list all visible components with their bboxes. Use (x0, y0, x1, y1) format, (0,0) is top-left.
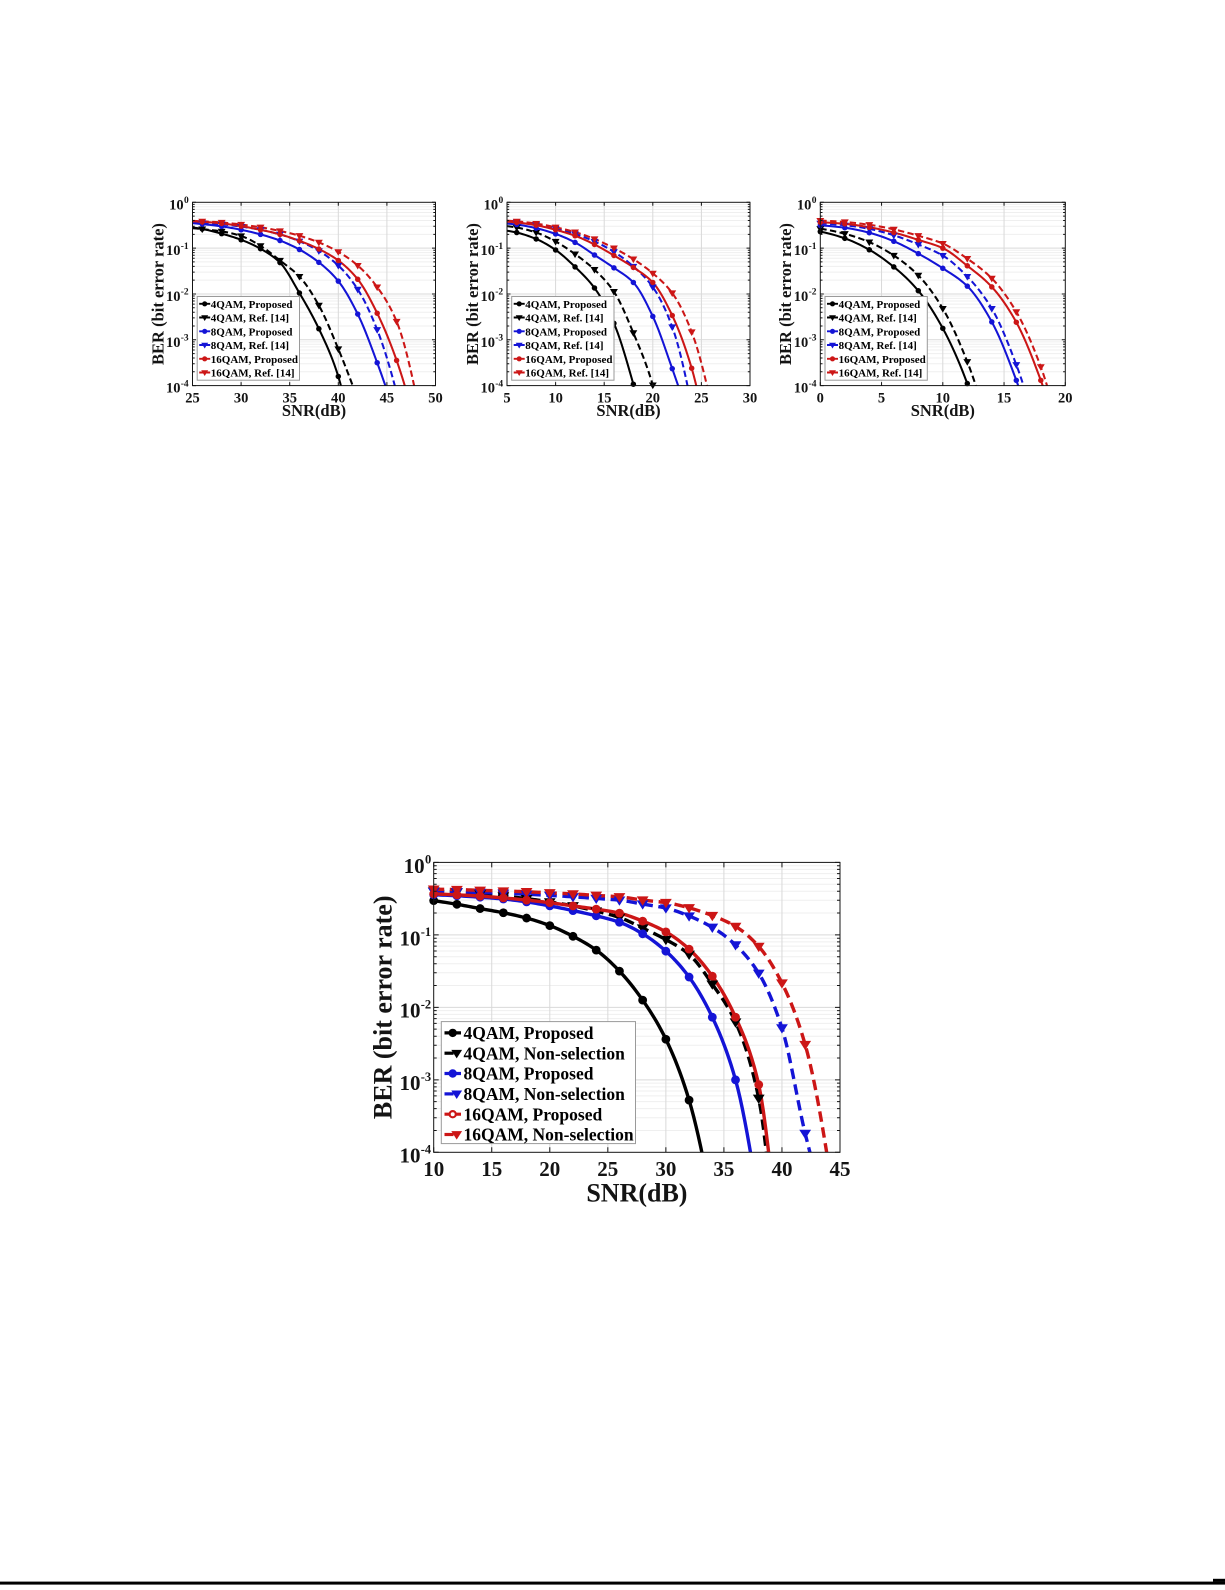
svg-text:8QAM, Non-selection: 8QAM, Non-selection (464, 1084, 626, 1104)
svg-text:16QAM, Non-selection: 16QAM, Non-selection (464, 1125, 634, 1145)
svg-text:0: 0 (184, 196, 189, 206)
svg-text:0: 0 (812, 196, 817, 206)
svg-text:35: 35 (282, 391, 297, 407)
svg-text:5: 5 (878, 391, 885, 407)
svg-text:30: 30 (234, 391, 249, 407)
svg-text:0: 0 (498, 196, 503, 206)
svg-text:25: 25 (694, 391, 709, 407)
svg-text:10: 10 (797, 197, 812, 213)
svg-text:10: 10 (484, 197, 499, 213)
svg-text:4QAM, Proposed: 4QAM, Proposed (839, 299, 921, 311)
svg-text:8QAM, Ref. [14]: 8QAM, Ref. [14] (525, 340, 603, 352)
svg-text:16QAM, Ref. [14]: 16QAM, Ref. [14] (211, 368, 295, 380)
svg-text:20: 20 (646, 391, 661, 407)
svg-text:10: 10 (404, 854, 425, 878)
svg-text:-3: -3 (421, 1070, 431, 1084)
svg-text:-2: -2 (181, 288, 189, 298)
svg-text:10: 10 (166, 289, 181, 305)
svg-text:-1: -1 (181, 242, 189, 252)
svg-text:-1: -1 (809, 242, 817, 252)
svg-text:10: 10 (794, 289, 809, 305)
svg-text:16QAM, Ref. [14]: 16QAM, Ref. [14] (839, 368, 923, 380)
svg-text:4QAM, Proposed: 4QAM, Proposed (211, 299, 293, 311)
svg-text:10: 10 (400, 926, 421, 950)
svg-text:-3: -3 (181, 334, 189, 344)
svg-text:8QAM, Ref. [14]: 8QAM, Ref. [14] (839, 340, 917, 352)
svg-text:10: 10 (794, 381, 809, 397)
svg-text:-4: -4 (809, 379, 817, 389)
svg-text:45: 45 (830, 1157, 851, 1181)
svg-text:8QAM, Proposed: 8QAM, Proposed (525, 327, 607, 339)
svg-text:20: 20 (539, 1157, 560, 1181)
svg-text:40: 40 (772, 1157, 793, 1181)
svg-text:4QAM, Ref. [14]: 4QAM, Ref. [14] (525, 313, 603, 325)
svg-text:4QAM, Non-selection: 4QAM, Non-selection (464, 1043, 626, 1063)
svg-text:8QAM, Proposed: 8QAM, Proposed (211, 327, 293, 339)
svg-text:10: 10 (166, 243, 181, 259)
svg-text:10: 10 (794, 335, 809, 351)
svg-text:-4: -4 (495, 379, 503, 389)
svg-text:-1: -1 (495, 242, 503, 252)
svg-text:10: 10 (166, 381, 181, 397)
svg-text:10: 10 (400, 999, 421, 1023)
svg-text:50: 50 (428, 391, 443, 407)
svg-text:8QAM, Proposed: 8QAM, Proposed (464, 1064, 594, 1084)
svg-text:15: 15 (481, 1157, 502, 1181)
svg-text:4QAM, Ref. [14]: 4QAM, Ref. [14] (211, 313, 289, 325)
svg-text:10: 10 (548, 391, 563, 407)
svg-text:SNR(dB): SNR(dB) (282, 401, 346, 420)
svg-text:35: 35 (713, 1157, 734, 1181)
svg-text:-4: -4 (181, 379, 189, 389)
svg-text:BER (bit error rate): BER (bit error rate) (369, 896, 398, 1120)
svg-text:-3: -3 (809, 334, 817, 344)
svg-text:20: 20 (1058, 391, 1073, 407)
svg-text:0: 0 (817, 391, 824, 407)
svg-text:BER (bit error rate): BER (bit error rate) (463, 223, 482, 365)
svg-text:4QAM, Proposed: 4QAM, Proposed (464, 1023, 594, 1043)
svg-text:15: 15 (997, 391, 1012, 407)
svg-text:-2: -2 (809, 288, 817, 298)
svg-text:SNR(dB): SNR(dB) (911, 401, 975, 420)
svg-text:10: 10 (481, 289, 496, 305)
svg-text:BER (bit error rate): BER (bit error rate) (148, 223, 167, 365)
svg-text:16QAM, Proposed: 16QAM, Proposed (839, 354, 926, 366)
svg-text:15: 15 (597, 391, 612, 407)
svg-text:25: 25 (597, 1157, 618, 1181)
svg-text:16QAM, Proposed: 16QAM, Proposed (211, 354, 298, 366)
svg-text:40: 40 (331, 391, 346, 407)
svg-text:30: 30 (655, 1157, 676, 1181)
svg-text:8QAM, Proposed: 8QAM, Proposed (839, 327, 921, 339)
svg-text:8QAM, Ref. [14]: 8QAM, Ref. [14] (211, 340, 289, 352)
svg-text:10: 10 (481, 381, 496, 397)
svg-text:10: 10 (423, 1157, 444, 1181)
svg-text:4QAM, Proposed: 4QAM, Proposed (525, 299, 607, 311)
svg-text:-2: -2 (495, 288, 503, 298)
svg-text:10: 10 (936, 391, 951, 407)
svg-text:10: 10 (400, 1071, 421, 1095)
svg-text:25: 25 (185, 391, 200, 407)
svg-text:SNR(dB): SNR(dB) (596, 401, 660, 420)
svg-text:4QAM, Ref. [14]: 4QAM, Ref. [14] (839, 313, 917, 325)
svg-text:45: 45 (380, 391, 395, 407)
svg-text:SNR(dB): SNR(dB) (586, 1179, 687, 1208)
svg-text:-1: -1 (421, 925, 431, 939)
svg-text:-2: -2 (421, 997, 431, 1011)
svg-text:-4: -4 (421, 1142, 432, 1156)
svg-text:0: 0 (425, 852, 431, 866)
svg-text:10: 10 (481, 243, 496, 259)
svg-text:10: 10 (481, 335, 496, 351)
svg-text:10: 10 (166, 335, 181, 351)
svg-text:5: 5 (503, 391, 510, 407)
svg-text:10: 10 (400, 1144, 421, 1168)
svg-text:16QAM, Proposed: 16QAM, Proposed (464, 1104, 603, 1124)
svg-text:16QAM, Ref. [14]: 16QAM, Ref. [14] (525, 368, 609, 380)
svg-text:BER (bit error rate): BER (bit error rate) (776, 223, 795, 365)
svg-text:16QAM, Proposed: 16QAM, Proposed (525, 354, 612, 366)
svg-text:10: 10 (169, 197, 184, 213)
svg-text:30: 30 (743, 391, 758, 407)
svg-text:-3: -3 (495, 334, 503, 344)
svg-text:10: 10 (794, 243, 809, 259)
